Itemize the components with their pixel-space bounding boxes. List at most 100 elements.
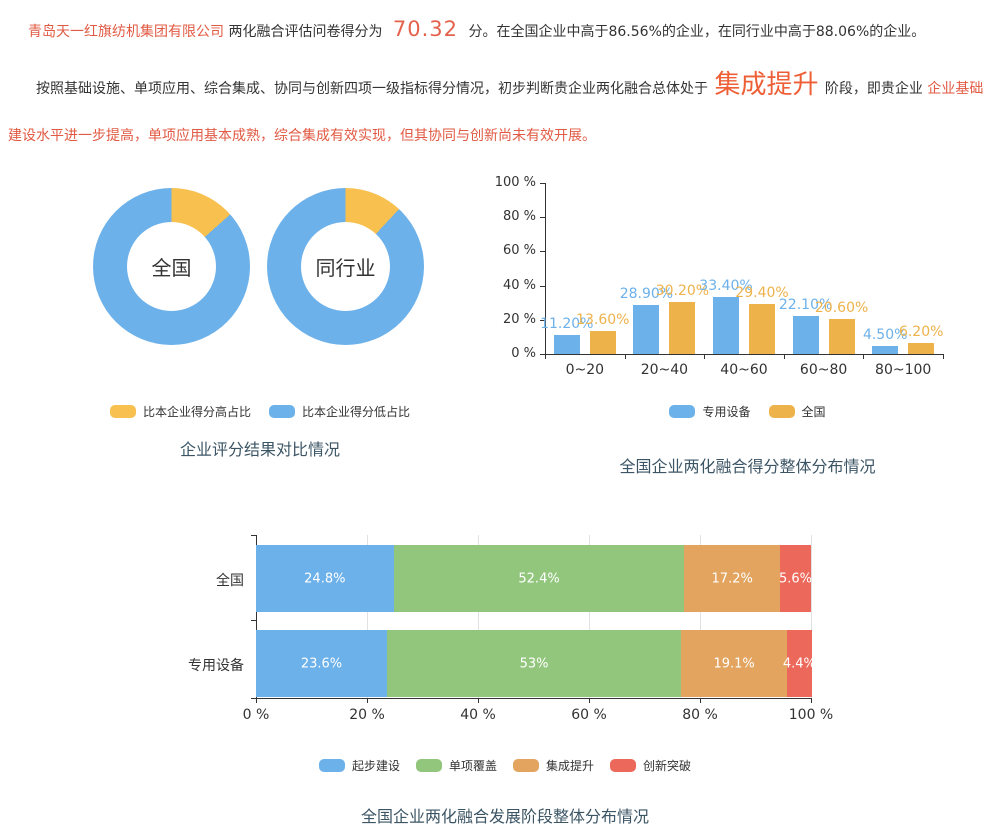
legend-item-special-equipment[interactable]: 专用设备 [669, 403, 751, 420]
donut-national: 全国 [93, 188, 250, 345]
legend-swatch-national [768, 405, 795, 418]
x-axis-label: 20~40 [640, 362, 689, 378]
y-axis-line [256, 535, 257, 698]
y-axis-label: 0 % [511, 346, 536, 361]
y-axis-line [545, 183, 546, 354]
y-axis-label: 60 % [502, 243, 536, 259]
x-axis-label: 0 % [242, 707, 270, 723]
bar-chart-title: 全国企业两化融合得分整体分布情况 [619, 457, 876, 476]
y-axis-tick [540, 319, 545, 321]
legend-item-higher-share[interactable]: 比本企业得分高占比 [109, 403, 251, 420]
bar-全国-20~40 [669, 302, 696, 354]
legend-item-initial-construction[interactable]: 起步建设 [318, 757, 400, 774]
legend-label-single-coverage: 单项覆盖 [448, 759, 497, 773]
score-value: 70.32 [392, 17, 459, 41]
bar-全国-60~80 [828, 318, 855, 354]
y-axis-tick [251, 620, 256, 621]
bar-value-label: 11.20% [540, 315, 594, 332]
bar-专用设备-40~60 [713, 296, 739, 354]
segment-单项覆盖-全国 [393, 545, 685, 612]
bar-专用设备-60~80 [792, 316, 819, 354]
legend-swatch-single-coverage [415, 759, 442, 772]
legend-item-integration-upgrade[interactable]: 集成提升 [513, 757, 594, 774]
segment-label: 4.4% [782, 656, 816, 671]
segment-label: 17.2% [711, 571, 753, 586]
donut-hole-0: 全国 [127, 222, 216, 311]
segment-label: 5.6% [778, 571, 812, 586]
bar-全国-80~100 [908, 343, 935, 354]
x-axis-tick [256, 698, 257, 703]
gridline [700, 535, 701, 698]
x-axis-tick [863, 354, 865, 359]
y-axis-tick [540, 354, 545, 355]
x-axis-tick [589, 698, 590, 703]
legend-item-lower-share[interactable]: 比本企业得分低占比 [269, 403, 410, 420]
x-axis-label: 100 % [788, 707, 834, 723]
x-axis-label: 60 % [571, 707, 607, 723]
bar-专用设备-80~100 [872, 346, 899, 354]
donut-industry: 同行业 [267, 188, 424, 345]
segment-创新突破-专用设备 [787, 630, 812, 697]
segment-集成提升-专用设备 [681, 630, 788, 697]
row-label-专用设备: 专用设备 [188, 657, 244, 674]
bar-value-label: 4.50% [862, 327, 908, 344]
legend-item-national[interactable]: 全国 [768, 403, 826, 420]
segment-起步建设-全国 [256, 545, 394, 612]
bar-value-label: 30.20% [655, 283, 710, 300]
bar-value-label: 13.60% [576, 311, 630, 328]
x-axis-line [251, 698, 811, 699]
legend-item-single-coverage[interactable]: 单项覆盖 [415, 757, 497, 774]
legend-swatch-integration-upgrade [513, 759, 539, 772]
segment-label: 24.8% [304, 571, 346, 586]
donut-hole-1: 同行业 [301, 222, 390, 311]
gridline [811, 535, 812, 698]
legend-label-initial-construction: 起步建设 [351, 759, 400, 773]
x-axis-tick [811, 698, 812, 703]
bar-专用设备-0~20 [553, 334, 580, 354]
x-axis-tick [624, 354, 626, 359]
x-axis-line [545, 354, 944, 355]
legend-label-integration-upgrade: 集成提升 [546, 759, 595, 773]
x-axis-label: 20 % [349, 707, 385, 723]
stage-lead: 按照基础设施、单项应用、综合集成、协同与创新四项一级指标得分情况，初步判断贵企业… [36, 81, 708, 97]
bar-专用设备-20~40 [633, 304, 660, 354]
legend-swatch-initial-construction [318, 759, 345, 772]
segment-单项覆盖-专用设备 [386, 630, 682, 697]
stage-mid: 阶段，即贵企业 [824, 81, 923, 97]
score-prefix: 两化融合评估问卷得分为 [228, 24, 383, 40]
x-axis-tick [367, 698, 368, 703]
stacked-chart-title: 全国企业两化融合发展阶段整体分布情况 [360, 807, 649, 826]
segment-创新突破-全国 [779, 545, 811, 612]
legend-swatch-innovation-breakthrough [610, 759, 637, 772]
legend-label-lower: 比本企业得分低占比 [302, 405, 411, 419]
legend-swatch-special-equipment [669, 405, 696, 418]
company-name: 青岛天一红旗纺机集团有限公司 [28, 24, 224, 40]
y-axis-tick [540, 285, 545, 287]
legend-label-higher: 比本企业得分高占比 [142, 405, 251, 419]
x-axis-tick [943, 354, 944, 359]
segment-label: 19.1% [713, 656, 755, 671]
x-axis-label: 80~100 [875, 362, 932, 378]
x-axis-tick [545, 354, 546, 359]
segment-label: 53% [519, 656, 549, 671]
bar-value-label: 28.90% [619, 285, 674, 302]
x-axis-label: 40~60 [720, 362, 768, 378]
y-axis-tick [540, 217, 545, 219]
y-axis-label: 40 % [502, 277, 536, 293]
bar-value-label: 29.40% [735, 284, 789, 301]
stage-distribution-section: 0 % 20 % 40 % 60 % 80 % 100 % 全国 24.8% 52.4% 17.2… [180, 535, 834, 829]
x-axis-tick [478, 698, 479, 703]
legend-label-national: 全国 [801, 405, 826, 419]
gridline [367, 535, 368, 698]
legend-item-innovation-breakthrough[interactable]: 创新突破 [610, 757, 691, 774]
x-axis-tick [704, 354, 706, 359]
x-axis-label: 40 % [460, 707, 496, 723]
x-axis-tick [783, 354, 785, 359]
legend-label-special-equipment: 专用设备 [702, 405, 751, 419]
x-axis-label: 80 % [682, 707, 718, 723]
gridline [589, 535, 590, 698]
stage-detail: 企业基础建设水平进一步提高，单项应用基本成熟，综合集成有效实现，但其协同与创新尚… [8, 81, 984, 144]
score-distribution-section: 0 % 20 % 40 % 60 % 80 % 100 % 0~20 11.20% 13.60%… [495, 175, 995, 480]
y-axis-tick [540, 183, 545, 184]
summary-paragraph: 青岛天一红旗纺机集团有限公司 两化融合评估问卷得分为 70.32 分。在全国企业… [28, 14, 981, 47]
